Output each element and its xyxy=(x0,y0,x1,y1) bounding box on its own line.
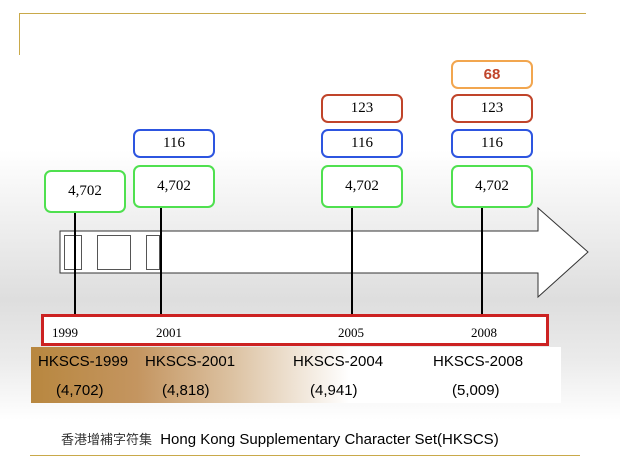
arrow-tail-square-2 xyxy=(97,235,131,270)
connector-line-2005 xyxy=(351,208,353,324)
connector-line-2001 xyxy=(160,208,162,324)
block-2008-added-2001: 116 xyxy=(451,129,533,158)
version-count-1999: (4,702) xyxy=(56,382,104,399)
arrow-tail-square-3 xyxy=(146,235,160,270)
version-count-2001: (4,818) xyxy=(162,382,210,399)
version-name-2001: HKSCS-2001 xyxy=(145,353,236,370)
timeline-arrow-shape xyxy=(59,206,589,299)
block-2005-added-2004: 123 xyxy=(321,94,403,123)
version-name-2004: HKSCS-2004 xyxy=(293,353,384,370)
version-band xyxy=(31,347,561,403)
year-label-2001: 2001 xyxy=(156,325,182,340)
block-2008-base: 4,702 xyxy=(451,165,533,208)
block-1999-base: 4,702 xyxy=(44,170,126,213)
year-bar xyxy=(41,314,549,346)
connector-line-1999 xyxy=(74,212,76,324)
block-2008-added-2008: 68 xyxy=(451,60,533,89)
year-label-2008: 2008 xyxy=(471,325,497,340)
caption-english: Hong Kong Supplementary Character Set(HK… xyxy=(160,431,499,448)
arrow-tail-square-1 xyxy=(64,235,82,270)
block-2005-base: 4,702 xyxy=(321,165,403,208)
caption: 香港增補字符集 Hong Kong Supplementary Characte… xyxy=(61,429,499,448)
version-name-2008: HKSCS-2008 xyxy=(433,353,524,370)
frame-top-line xyxy=(19,13,586,14)
block-2005-added-2001: 116 xyxy=(321,129,403,158)
version-count-2008: (5,009) xyxy=(452,382,500,399)
caption-chinese: 香港增補字符集 xyxy=(61,433,153,448)
frame-bottom-line xyxy=(30,455,580,456)
block-2001-base: 4,702 xyxy=(133,165,215,208)
version-name-1999: HKSCS-1999 xyxy=(38,353,129,370)
connector-line-2008 xyxy=(481,208,483,324)
frame-left-line xyxy=(19,13,20,55)
block-2001-added: 116 xyxy=(133,129,215,158)
year-label-1999: 1999 xyxy=(52,325,78,340)
block-2008-added-2004: 123 xyxy=(451,94,533,123)
version-count-2004: (4,941) xyxy=(310,382,358,399)
year-label-2005: 2005 xyxy=(338,325,364,340)
